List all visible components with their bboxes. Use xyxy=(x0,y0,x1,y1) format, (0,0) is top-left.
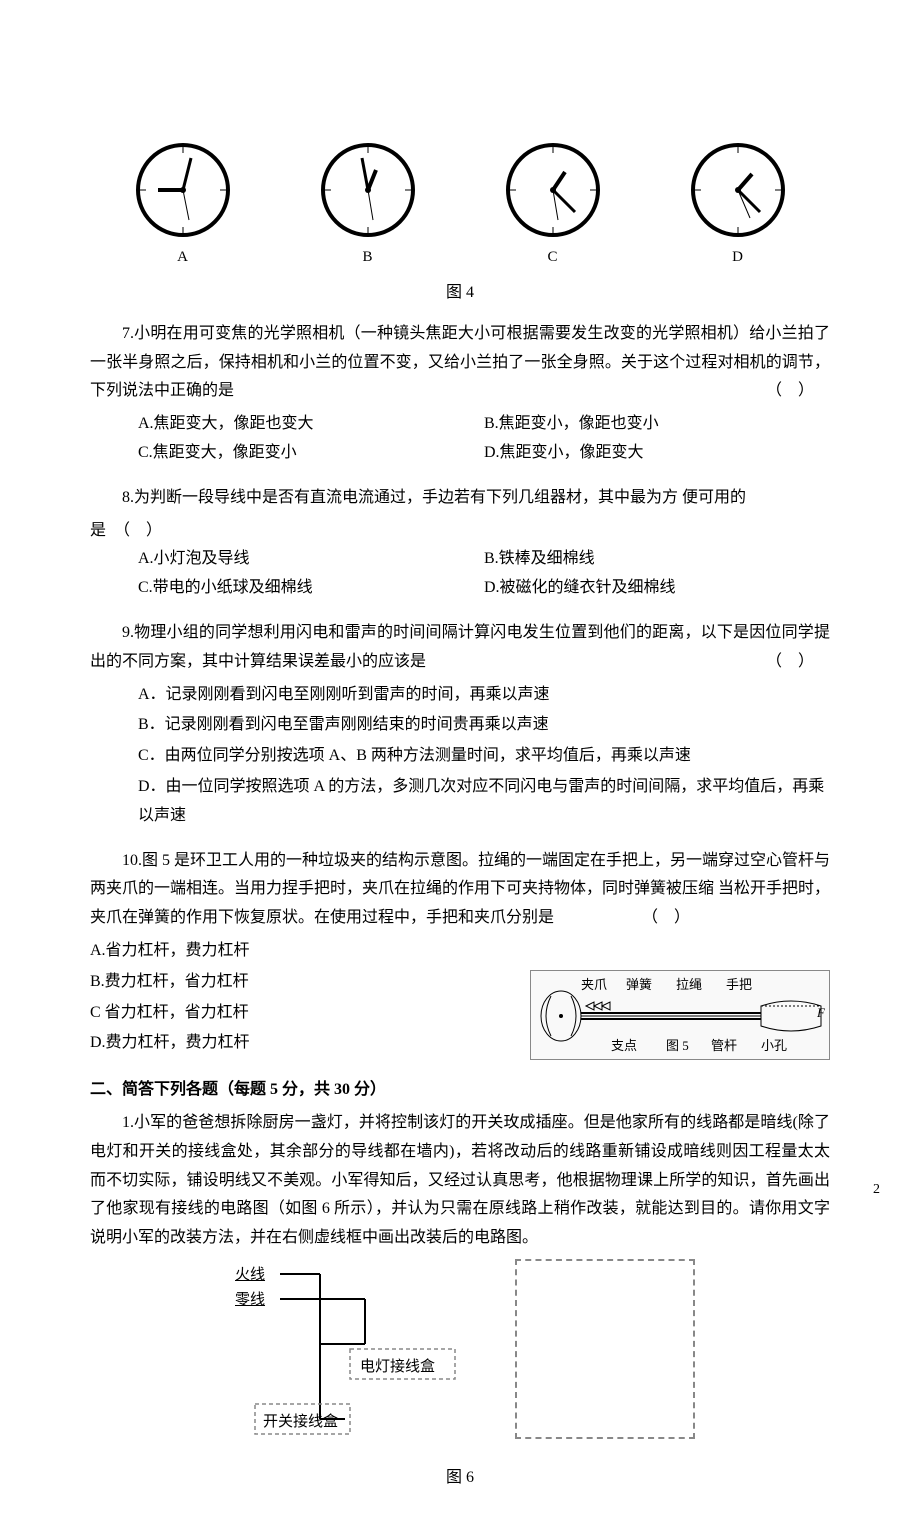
q10-stem: 10.图 5 是环卫工人用的一种垃圾夹的结构示意图。拉绳的一端固定在手把上，另一… xyxy=(90,847,830,933)
clock-label-d: D xyxy=(732,244,743,271)
question-10: 10.图 5 是环卫工人用的一种垃圾夹的结构示意图。拉绳的一端固定在手把上，另一… xyxy=(90,847,830,1061)
q10-optB: B.费力杠杆，省力杠杆 xyxy=(90,968,520,997)
clock-label-c: C xyxy=(547,244,557,271)
label-pivot: 支点 xyxy=(611,1034,637,1057)
label-force: F xyxy=(817,1001,825,1024)
q7-paren: （ ） xyxy=(734,377,830,406)
clocks-figure: A B C D xyxy=(90,140,830,271)
q10-paren: （ ） xyxy=(642,909,690,926)
section2-header: 二、简答下列各题（每题 5 分，共 30 分） xyxy=(90,1076,830,1105)
q10-optA: A.省力杠杆，费力杠杆 xyxy=(90,937,520,966)
clock-face-d xyxy=(688,140,788,240)
q9-optA: A．记录刚刚看到闪电至刚刚听到雷声的时间，再乘以声速 xyxy=(138,681,830,710)
second-hand xyxy=(183,190,189,220)
q7-optA: A.焦距变大，像距也变大 xyxy=(138,410,484,439)
neutral-wire-label: 零线 xyxy=(235,1287,265,1314)
minute-hand xyxy=(362,158,368,190)
q8-optB: B.铁棒及细棉线 xyxy=(484,545,830,574)
q9-optD: D．由一位同学按照选项 A 的方法，多测几次对应不同闪电与雷声的时间间隔，求平均… xyxy=(138,773,830,831)
q9-optB: B．记录刚刚看到闪电至雷声刚刚结束的时间贵再乘以声速 xyxy=(138,711,830,740)
q9-optC: C．由两位同学分别按选项 A、B 两种方法测量时间，求平均值后，再乘以声速 xyxy=(138,742,830,771)
clock-D: D xyxy=(688,140,788,271)
answer-box xyxy=(515,1259,695,1439)
q10-optC: C 省力杠杆，省力杠杆 xyxy=(90,999,520,1028)
lampbox-label: 电灯接线盒 xyxy=(360,1354,435,1381)
q7-optB: B.焦距变小，像距也变小 xyxy=(484,410,830,439)
q8-optA: A.小灯泡及导线 xyxy=(138,545,484,574)
label-hole: 小孔 xyxy=(761,1034,787,1057)
q8-stem-l2: 是 （ ） xyxy=(90,517,830,546)
second-hand xyxy=(368,190,373,220)
clock-face-a xyxy=(133,140,233,240)
clock-C: C xyxy=(503,140,603,271)
hour-hand xyxy=(368,170,376,190)
q8-stem-l1: 8.为判断一段导线中是否有直流电流通过，手边若有下列几组器材，其中最为方 便可用… xyxy=(90,484,830,513)
question-8: 8.为判断一段导线中是否有直流电流通过，手边若有下列几组器材，其中最为方 便可用… xyxy=(90,484,830,603)
minute-hand xyxy=(738,190,760,212)
question-7: 7.小明在用可变焦的光学照相机（一种镜头焦距大小可根据需要发生改变的光学照相机）… xyxy=(90,320,830,468)
figure5: 夹爪 弹簧 拉绳 手把 F 支点 管杆 小孔 图 5 xyxy=(530,970,830,1060)
switchbox-label: 开关接线盒 xyxy=(263,1409,338,1436)
clock-label-b: B xyxy=(362,244,372,271)
hour-hand xyxy=(553,172,565,190)
clock-A: A xyxy=(133,140,233,271)
clock-B: B xyxy=(318,140,418,271)
clock-face-c xyxy=(503,140,603,240)
minute-hand xyxy=(183,158,191,190)
q9-stem: 9.物理小组的同学想利用闪电和雷声的时间间隔计算闪电发生位置到他们的距离，以下是… xyxy=(90,624,830,670)
figure6-caption: 图 6 xyxy=(90,1464,830,1493)
fig5-caption: 图 5 xyxy=(666,1034,689,1057)
figure6: 火线 零线 电灯接线盒 开关接线盒 xyxy=(90,1259,830,1460)
figure4-caption: 图 4 xyxy=(90,279,830,308)
label-tube: 管杆 xyxy=(711,1034,737,1057)
clock-label-a: A xyxy=(177,244,188,271)
question-9: 9.物理小组的同学想利用闪电和雷声的时间间隔计算闪电发生位置到他们的距离，以下是… xyxy=(90,619,830,831)
tool-diagram: 夹爪 弹簧 拉绳 手把 F 支点 管杆 小孔 图 5 xyxy=(530,970,830,1060)
q8-optD: D.被磁化的缝衣针及细棉线 xyxy=(484,574,830,603)
page-number: 2 xyxy=(873,1177,880,1202)
hour-hand xyxy=(738,174,752,190)
q10-optD: D.费力杠杆，费力杠杆 xyxy=(90,1029,520,1058)
q7-optD: D.焦距变小，像距变大 xyxy=(484,439,830,468)
label-handle: 手把 xyxy=(726,973,752,996)
q7-stem: 7.小明在用可变焦的光学照相机（一种镜头焦距大小可根据需要发生改变的光学照相机）… xyxy=(90,325,830,400)
live-wire-label: 火线 xyxy=(235,1262,265,1289)
clock-face-b xyxy=(318,140,418,240)
label-spring: 弹簧 xyxy=(626,973,652,996)
section2-q1: 1.小军的爸爸想拆除厨房一盏灯，并将控制该灯的开关玫成插座。但是他家所有的线路都… xyxy=(90,1109,830,1253)
label-jaw: 夹爪 xyxy=(581,973,607,996)
q9-paren: （ ） xyxy=(734,648,830,677)
q8-optC: C.带电的小纸球及细棉线 xyxy=(138,574,484,603)
label-rope: 拉绳 xyxy=(676,973,702,996)
q7-optC: C.焦距变大，像距变小 xyxy=(138,439,484,468)
